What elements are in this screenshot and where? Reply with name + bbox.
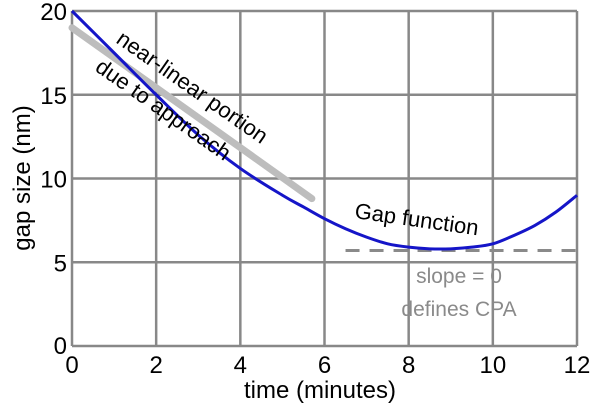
approach-line — [68, 24, 316, 203]
y-tick-label: 15 — [40, 83, 67, 110]
x-tick-label: 0 — [65, 352, 78, 379]
y-tick-label: 20 — [40, 0, 67, 26]
annotation-slope-zero: slope = 0 — [416, 265, 502, 288]
annotation-defines-cpa: defines CPA — [401, 298, 516, 321]
y-tick-label: 0 — [54, 333, 67, 360]
y-tick-label: 5 — [54, 250, 67, 277]
series-line-gap-function — [70, 9, 578, 251]
tick-labels: 0 2 4 6 8 10 12 0 5 10 15 20 — [40, 0, 590, 379]
annotation-gap-function: Gap function — [353, 198, 480, 240]
series — [70, 9, 578, 251]
x-tick-label: 8 — [402, 352, 415, 379]
x-tick-label: 10 — [479, 352, 506, 379]
x-tick-label: 4 — [234, 352, 247, 379]
x-axis-label: time (minutes) — [244, 377, 396, 404]
y-axis-label: gap size (nm) — [9, 105, 36, 250]
x-tick-label: 6 — [318, 352, 331, 379]
x-tick-label: 2 — [149, 352, 162, 379]
reference-lines — [68, 24, 577, 253]
x-tick-label: 12 — [564, 352, 591, 379]
y-tick-label: 10 — [40, 167, 67, 194]
